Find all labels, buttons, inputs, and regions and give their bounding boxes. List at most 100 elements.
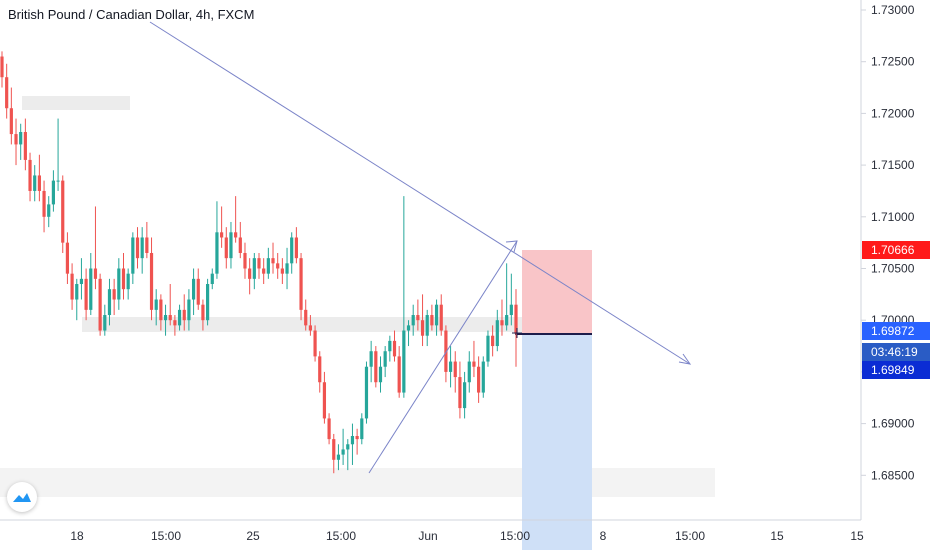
candle-body [220, 232, 224, 238]
candle-body [234, 232, 238, 238]
candle-body [135, 237, 140, 259]
candle [5, 63, 9, 119]
candle [355, 428, 359, 455]
candle-body [294, 237, 298, 259]
candle [121, 252, 126, 300]
candle [229, 221, 233, 269]
candle-body [318, 356, 322, 383]
candle [252, 252, 256, 290]
candle [0, 51, 4, 88]
candle-body [107, 289, 112, 316]
candle [201, 299, 205, 331]
candle-body [486, 335, 490, 362]
candle-body [299, 258, 303, 310]
candle [374, 346, 378, 388]
candle-body [51, 180, 55, 205]
candle [117, 258, 121, 310]
candle-body [163, 315, 168, 321]
price-tick-label: 1.69000 [871, 417, 915, 431]
candle-body [47, 204, 51, 217]
candle-body [383, 351, 387, 367]
ascending-trendline[interactable] [368, 240, 518, 474]
descending-trendline[interactable] [149, 21, 691, 365]
candle-body [402, 330, 406, 393]
candle [388, 335, 392, 362]
candle-body [458, 377, 462, 409]
price-tick-label: 1.72000 [871, 106, 915, 120]
candlestick-series [0, 51, 518, 474]
candle [126, 268, 130, 300]
candle [294, 227, 298, 264]
candle [196, 268, 200, 310]
candle [248, 258, 252, 295]
upper-zone-rect [22, 96, 130, 110]
price-badge-label: 03:46:19 [871, 345, 918, 359]
candle [491, 325, 495, 357]
candle [397, 346, 401, 398]
candle-body [444, 330, 448, 372]
candle-body [374, 351, 378, 383]
candle-body [262, 268, 266, 274]
candle [56, 118, 60, 191]
candle [89, 252, 93, 316]
candle-body [392, 340, 397, 357]
price-tick-label: 1.68500 [871, 468, 915, 482]
candle-body [364, 366, 369, 419]
candle-body [168, 315, 172, 321]
price-tick-label: 1.72500 [871, 55, 915, 69]
candle-body [145, 237, 149, 253]
candle [98, 273, 102, 336]
candle [402, 196, 406, 398]
price-badge-label: 1.69872 [871, 324, 915, 338]
candle-body [173, 320, 177, 326]
target-zone[interactable] [522, 334, 592, 550]
descending-trendline-arrowhead [678, 353, 692, 365]
candle-body [177, 309, 182, 326]
candle [93, 206, 98, 290]
candle [434, 299, 439, 336]
cursor-cross-icon [512, 328, 522, 338]
candle-body [341, 449, 345, 455]
candle-body [252, 258, 256, 279]
candle-body [448, 361, 453, 372]
candle-body [103, 315, 107, 331]
candle [500, 299, 504, 336]
candle-body [420, 320, 425, 336]
candle-body [276, 263, 280, 269]
candle [444, 325, 448, 383]
candle-body [369, 351, 373, 367]
candle-body [491, 335, 495, 347]
price-badges: 1.70666 1.69872 03:46:19 1.69849 [862, 241, 930, 379]
middle-zone-rect [82, 317, 564, 332]
candle [341, 428, 345, 465]
candle-body [257, 258, 261, 269]
candle [411, 304, 415, 336]
candle-body [271, 258, 275, 264]
candle-body [187, 299, 191, 321]
candle [378, 356, 383, 393]
candle [509, 273, 513, 326]
candle-body [112, 289, 116, 300]
candle-body [140, 237, 144, 259]
candle-body [61, 180, 65, 243]
candle-body [430, 315, 434, 326]
price-badge: 03:46:19 [862, 343, 930, 361]
candle [84, 268, 88, 321]
candle-body [154, 299, 158, 310]
candle-body [75, 284, 79, 300]
candle-body [509, 304, 513, 316]
candle [369, 340, 373, 383]
candle-body [201, 304, 205, 321]
candle-body [332, 439, 336, 460]
candle-body [290, 237, 294, 264]
candle-body [514, 304, 518, 334]
stop-zone[interactable] [522, 250, 592, 334]
candle [42, 180, 46, 233]
candle [318, 351, 322, 393]
candle-body [33, 175, 37, 191]
candle [103, 304, 107, 336]
tradingview-logo-icon[interactable] [7, 482, 37, 512]
candle-body [304, 309, 308, 326]
